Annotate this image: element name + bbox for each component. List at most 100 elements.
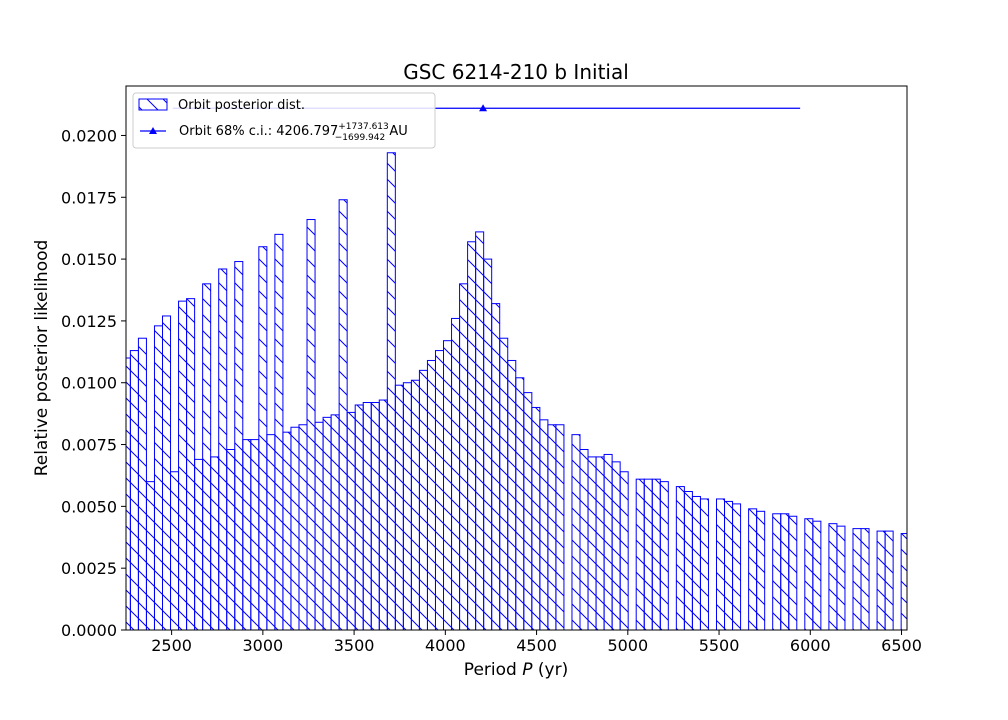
histogram-bar <box>675 486 685 630</box>
x-axis-label: Period P (yr) <box>464 660 568 680</box>
histogram-bar <box>732 503 742 630</box>
histogram-bar <box>378 399 388 630</box>
histogram-bar <box>298 424 308 630</box>
histogram-bar <box>362 402 372 630</box>
histogram-bar <box>137 337 147 630</box>
histogram-bar <box>153 325 164 630</box>
x-tick-label: 2500 <box>151 636 192 655</box>
histogram-bar <box>515 377 525 630</box>
x-tick-label: 4000 <box>425 636 466 655</box>
ci-marker <box>479 104 488 112</box>
histogram-bar <box>715 498 726 630</box>
histogram-bar <box>475 231 485 630</box>
histogram-bar <box>194 458 204 630</box>
legend-ci-marker <box>149 127 157 134</box>
histogram-bar <box>547 424 557 630</box>
histogram-bar <box>571 434 581 630</box>
x-tick-label: 5000 <box>607 636 648 655</box>
histogram-bar <box>346 411 356 630</box>
x-tick-label: 3000 <box>242 636 283 655</box>
chart-title: GSC 6214-210 b Initial <box>403 60 629 84</box>
histogram-bar <box>322 416 332 630</box>
y-tick-label: 0.0125 <box>61 312 117 331</box>
histogram-bar <box>884 530 894 630</box>
histogram-bar <box>828 523 838 630</box>
histogram-bar <box>354 404 364 630</box>
histogram-bar <box>258 246 268 630</box>
histogram-bar <box>443 340 453 630</box>
x-tick-label: 6500 <box>881 636 922 655</box>
histogram-bar <box>274 233 284 630</box>
x-tick-label: 3500 <box>334 636 375 655</box>
histogram-bar <box>338 199 348 630</box>
histogram-bar <box>836 525 846 630</box>
histogram-bar <box>579 448 589 630</box>
histogram-bar <box>410 379 420 630</box>
legend-ci-label: Orbit 68% c.i.: 4206.797+1737.613 −1699.9… <box>179 122 408 143</box>
histogram-bars <box>126 152 907 630</box>
histogram-bar <box>499 337 509 630</box>
histogram-bar <box>218 268 228 630</box>
histogram-bar <box>699 498 709 630</box>
histogram-bar <box>418 369 428 630</box>
histogram-bar <box>748 508 758 630</box>
histogram-bar <box>394 384 404 630</box>
histogram-bar <box>683 491 693 630</box>
y-tick-label: 0.0050 <box>61 497 117 516</box>
y-tick-label: 0.0000 <box>61 621 117 640</box>
histogram-bar <box>467 241 477 630</box>
histogram-bar <box>370 402 380 630</box>
histogram-bar <box>426 359 436 630</box>
histogram-bar <box>483 258 493 630</box>
histogram-bar <box>162 315 172 630</box>
histogram-bar <box>619 471 629 630</box>
histogram-bar <box>507 359 517 630</box>
y-axis-ticks: 0.0000 0.0025 0.0050 0.0075 0.0100 0.0125 0.01… <box>61 126 126 640</box>
y-tick-label: 0.0100 <box>61 374 117 393</box>
histogram-bar <box>491 303 501 630</box>
histogram-bar <box>876 530 886 630</box>
histogram-bar <box>756 510 766 630</box>
y-tick-label: 0.0175 <box>61 188 117 207</box>
x-tick-label: 5500 <box>699 636 740 655</box>
histogram-bar <box>250 439 260 630</box>
x-tick-label: 6000 <box>790 636 831 655</box>
histogram-bar <box>210 456 220 630</box>
histogram-bar <box>178 300 188 630</box>
histogram-bar <box>812 520 822 630</box>
histogram-bar <box>555 424 565 630</box>
x-axis-ticks: 2500 3000 3500 4000 4500 5000 5500 6000 6500 <box>151 630 922 655</box>
histogram-bar <box>780 513 790 630</box>
legend-hist-label: Orbit posterior dist. <box>178 98 305 113</box>
histogram-bar <box>170 471 180 630</box>
histogram-bar <box>434 350 445 630</box>
histogram-bar <box>145 481 155 630</box>
legend-hist-swatch <box>138 98 168 111</box>
histogram-bar <box>611 461 621 630</box>
histogram-bar <box>788 515 798 630</box>
histogram-bar <box>539 419 549 630</box>
histogram-bar <box>306 219 316 630</box>
histogram-bar <box>724 500 734 630</box>
histogram-bar <box>643 478 653 630</box>
histogram-bar <box>531 406 541 630</box>
histogram-bar <box>129 350 139 630</box>
y-tick-label: 0.0150 <box>61 250 117 269</box>
histogram-bar <box>804 518 814 630</box>
histogram-bar <box>266 434 276 630</box>
histogram-bar <box>330 414 340 630</box>
histogram-bar <box>451 317 461 630</box>
y-tick-label: 0.0025 <box>61 559 117 578</box>
histogram-bar <box>202 283 212 630</box>
histogram-bar <box>659 481 669 630</box>
histogram-bar <box>186 298 196 630</box>
histogram-bar <box>386 152 396 630</box>
histogram-bar <box>603 453 613 630</box>
histogram-bar <box>314 421 324 630</box>
histogram-bar <box>651 478 661 630</box>
histogram-bar <box>852 528 862 630</box>
histogram-bar <box>772 513 782 630</box>
histogram-bar <box>691 495 701 630</box>
histogram-bar <box>587 456 597 630</box>
